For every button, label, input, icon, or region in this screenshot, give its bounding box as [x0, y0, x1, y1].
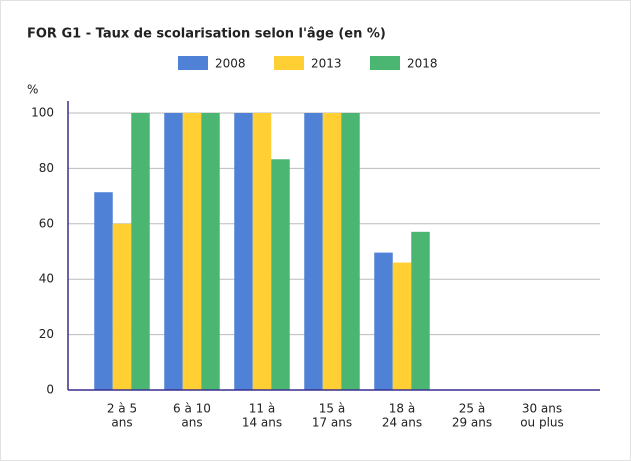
x-tick-label: ou plus [520, 416, 564, 430]
x-tick-label: 11 à [249, 402, 275, 416]
x-tick-label: 30 ans [522, 402, 562, 416]
legend-label: 2008 [215, 57, 246, 71]
bar [94, 192, 113, 390]
x-tick-label: 15 à [319, 402, 345, 416]
bar [322, 113, 342, 390]
y-tick-label: 100 [31, 106, 54, 120]
legend-swatch [370, 56, 400, 70]
bar [201, 113, 220, 390]
legend-swatch [178, 56, 208, 70]
bar [392, 262, 412, 390]
x-tick-label: ans [111, 416, 132, 430]
x-tick-label: 18 à [389, 402, 415, 416]
x-tick-label: ans [181, 416, 202, 430]
x-tick-label: 2 à 5 [107, 402, 137, 416]
y-tick-label: 60 [39, 216, 54, 230]
x-tick-label: 29 ans [452, 416, 492, 430]
bar [112, 223, 132, 390]
legend-label: 2018 [407, 57, 438, 71]
y-tick-label: 0 [46, 383, 54, 397]
x-tick-label: 6 à 10 [173, 402, 211, 416]
bar [252, 113, 272, 390]
bar [374, 252, 393, 390]
y-tick-label: 20 [39, 327, 54, 341]
x-tick-label: 17 ans [312, 416, 352, 430]
legend-label: 2013 [311, 57, 342, 71]
y-axis-label: % [27, 83, 38, 97]
bar [182, 113, 202, 390]
bar [131, 113, 150, 390]
y-tick-label: 40 [39, 272, 54, 286]
bar [411, 231, 430, 390]
bar [234, 113, 253, 390]
bar [271, 159, 290, 390]
bar [304, 113, 323, 390]
x-tick-label: 25 à [459, 402, 485, 416]
x-tick-label: 24 ans [382, 416, 422, 430]
bar [164, 113, 183, 390]
legend-swatch [274, 56, 304, 70]
bar [341, 113, 360, 390]
x-tick-label: 14 ans [242, 416, 282, 430]
chart-title: FOR G1 - Taux de scolarisation selon l'â… [27, 27, 386, 42]
y-tick-label: 80 [39, 161, 54, 175]
